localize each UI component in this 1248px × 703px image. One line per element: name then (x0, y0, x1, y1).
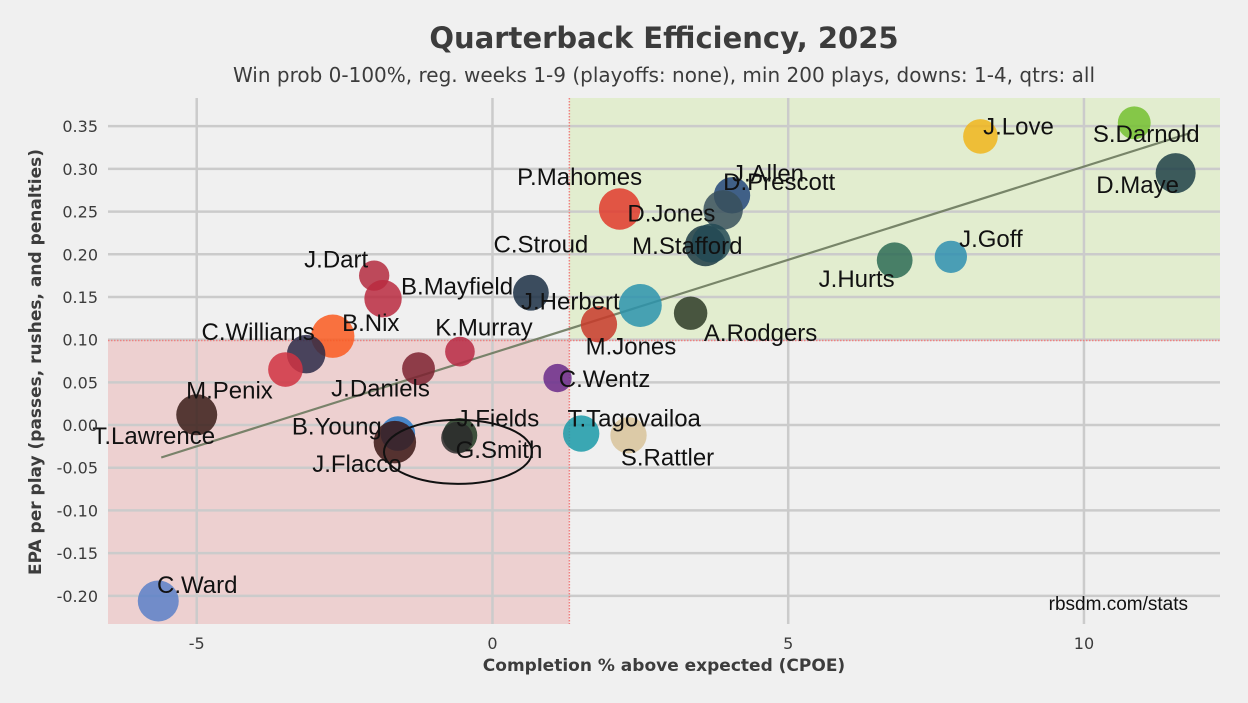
y-tick-label: 0.30 (62, 160, 98, 179)
point-a-rodgers (673, 296, 708, 330)
x-axis-label: Completion % above expected (CPOE) (483, 656, 845, 676)
point-j-love (963, 119, 998, 154)
y-tick-label: -0.20 (57, 587, 98, 606)
point-c-wentz (543, 363, 572, 393)
y-tick-label: -0.05 (57, 459, 98, 478)
y-tick-label: 0.20 (62, 245, 98, 264)
point-label: P.Mahomes (517, 164, 642, 191)
point-c-stroud (513, 274, 549, 311)
point-p-mahomes (598, 188, 641, 230)
point-labels: J.Love S.Darnold D.Maye J.Allen P.Mahomes D.P… (92, 113, 1199, 599)
watermark-text: rbsdm.com/stats (1049, 594, 1188, 615)
point-label: A.Rodgers (704, 320, 817, 347)
y-tick-label: -0.10 (57, 501, 98, 520)
point-label: B.Mayfield (401, 274, 513, 301)
point-label: J.Allen (732, 160, 804, 187)
point-label: J.Herbert (521, 288, 620, 315)
point-label: J.Daniels (331, 376, 430, 403)
point-label: T.Lawrence (92, 423, 215, 450)
x-tick-label: -5 (189, 634, 205, 653)
point-label: J.Fields (457, 405, 540, 432)
x-tick-label: 10 (1074, 634, 1094, 653)
point-c-ward (137, 580, 179, 622)
y-tick-label: 0.00 (62, 416, 98, 435)
highlight-ellipse (382, 418, 533, 485)
x-tick-label: 0 (487, 634, 497, 653)
point-d-maye (1155, 153, 1196, 194)
gridlines (108, 98, 1220, 624)
point-m-stafford (691, 223, 731, 263)
point-j-herbert (618, 284, 662, 327)
point-label: D.Prescott (723, 169, 835, 196)
point-label: J.Dart (304, 247, 368, 274)
point-label: M.Jones (586, 333, 677, 360)
point-label: K.Murray (435, 315, 532, 342)
point-label: J.Love (983, 113, 1054, 140)
highlight-group (382, 418, 533, 485)
point-label: J.Hurts (819, 266, 895, 293)
chart-title: Quarterback Efficiency, 2025 (429, 21, 898, 55)
point-t-lawrence (176, 394, 218, 436)
point-label: B.Nix (342, 310, 399, 337)
point-j-daniels (402, 352, 435, 386)
point-label: M.Stafford (632, 233, 742, 260)
point-label: B.Young (292, 414, 382, 441)
y-axis-label: EPA per play (passes, rushes, and penalt… (26, 149, 46, 575)
threshold-lines (108, 98, 1220, 624)
y-tick-label: 0.25 (62, 203, 98, 222)
point-label: C.Ward (157, 572, 237, 599)
x-tick-label: 5 (783, 634, 793, 653)
y-tick-label: -0.15 (57, 544, 98, 563)
chart-subtitle: Win prob 0-100%, reg. weeks 1-9 (playoff… (233, 63, 1095, 87)
point-label: J.Flacco (312, 451, 401, 478)
point-label: C.Stroud (494, 232, 589, 259)
tick-labels: -5 0 5 10 0.35 0.30 0.25 0.20 0.15 0.10 0.05 0.00 -0… (57, 117, 1095, 653)
point-m-jones (580, 306, 618, 343)
point-j-goff (934, 240, 967, 273)
point-label: T.Tagovailoa (567, 406, 701, 433)
y-tick-label: 0.15 (62, 288, 98, 307)
y-tick-label: 0.35 (62, 117, 98, 136)
y-tick-label: 0.05 (62, 373, 98, 392)
point-label: J.Goff (959, 226, 1023, 253)
good-quadrant (569, 98, 1220, 341)
point-label: D.Maye (1096, 172, 1179, 199)
point-g-smith (441, 422, 473, 454)
point-label: C.Wentz (559, 366, 651, 393)
point-s-rattler (610, 417, 647, 454)
point-j-hurts (876, 242, 913, 279)
point-k-murray (445, 336, 475, 367)
point-b-mayfield (364, 279, 402, 318)
point-s-darnold (1117, 106, 1151, 140)
point-t-tagovailoa (563, 415, 600, 452)
point-m-penix (268, 352, 303, 387)
trendline (160, 131, 1191, 459)
trendline-group (160, 131, 1191, 459)
point-d-prescott (703, 190, 743, 230)
point-label: D.Jones (627, 201, 715, 228)
point-label: C.Williams (201, 319, 314, 346)
point-label: S.Darnold (1093, 121, 1200, 148)
y-tick-label: 0.10 (62, 331, 98, 350)
point-label: M.Penix (186, 378, 273, 405)
point-label: S.Rattler (621, 444, 714, 471)
